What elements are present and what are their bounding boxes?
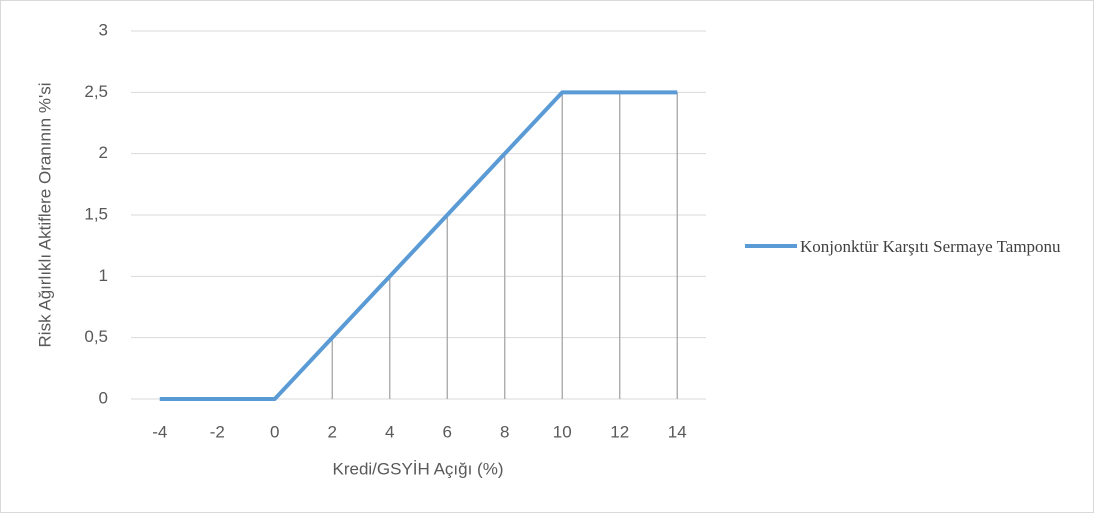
y-tick-label: 2,5: [84, 82, 108, 101]
x-tick-label: 8: [500, 422, 509, 441]
data-line: [159, 90, 678, 401]
x-tick-label: 6: [443, 422, 452, 441]
y-tick-label: 2: [99, 143, 108, 162]
y-tick-label: 3: [99, 20, 108, 39]
x-tick-label: 2: [328, 422, 337, 441]
y-tick-label: 0: [99, 388, 108, 407]
x-tick-label: -2: [210, 422, 225, 441]
x-tick-label: 10: [553, 422, 572, 441]
y-axis-label: Risk Ağırlıklı Aktiflere Oranının %'si: [35, 83, 54, 348]
y-tick-label: 1: [99, 266, 108, 285]
y-tick-label: 1,5: [84, 204, 108, 223]
x-tick-label: 0: [270, 422, 279, 441]
x-axis-label: Kredi/GSYİH Açığı (%): [333, 459, 504, 478]
x-tick-label: -4: [152, 422, 167, 441]
x-tick-label: 14: [668, 422, 687, 441]
x-tick-label: 4: [385, 422, 394, 441]
x-tick-label: 12: [610, 422, 629, 441]
legend-label: Konjonktür Karşıtı Sermaye Tamponu: [800, 237, 1061, 256]
y-tick-label: 0,5: [84, 327, 108, 346]
